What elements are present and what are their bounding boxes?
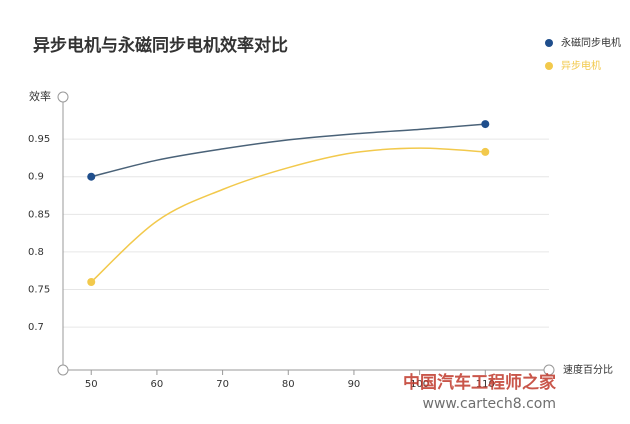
watermark-url: www.cartech8.com — [423, 396, 556, 412]
x-tick-label: 90 — [348, 379, 361, 390]
legend-marker — [545, 62, 553, 70]
y-tick-label: 0.85 — [28, 209, 50, 220]
axis-cap — [57, 364, 69, 376]
x-tick-label: 70 — [216, 379, 229, 390]
y-tick-label: 0.8 — [28, 247, 44, 258]
data-point — [87, 172, 96, 181]
data-point — [87, 278, 96, 287]
x-tick-label: 60 — [151, 379, 164, 390]
data-point — [481, 120, 490, 129]
data-point — [481, 147, 490, 156]
legend-marker — [545, 39, 553, 47]
x-tick-label: 50 — [85, 379, 98, 390]
y-axis-label: 效率 — [29, 89, 51, 103]
chart-title: 异步电机与永磁同步电机效率对比 — [33, 35, 288, 56]
legend-label: 异步电机 — [561, 59, 601, 72]
series-line — [90, 147, 486, 283]
series-line — [91, 123, 486, 178]
y-tick-label: 0.75 — [28, 285, 50, 296]
y-tick-label: 0.9 — [28, 172, 44, 183]
watermark: 中国汽车工程师之家 — [403, 372, 556, 393]
axis-cap — [543, 364, 555, 376]
y-tick-label: 0.95 — [28, 134, 50, 145]
x-axis-label: 速度百分比 — [563, 363, 613, 376]
x-tick-label: 100 — [410, 379, 429, 390]
legend-label: 永磁同步电机 — [561, 36, 621, 49]
axis-cap — [57, 91, 69, 103]
y-tick-label: 0.7 — [28, 322, 44, 333]
x-tick-label: 110 — [476, 379, 495, 390]
x-tick-label: 80 — [282, 379, 295, 390]
